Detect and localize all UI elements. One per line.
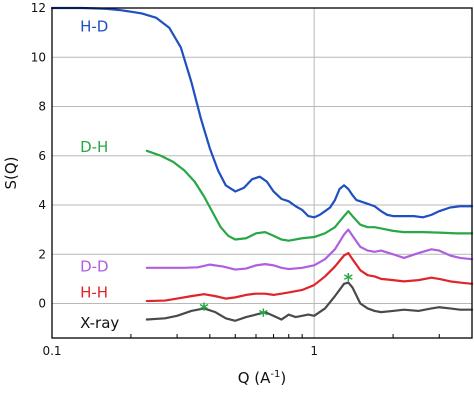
- annotation-star: *: [344, 270, 354, 291]
- series-line-x-ray: [145, 281, 474, 322]
- y-tick-label: 6: [38, 149, 46, 163]
- series-label: D-H: [80, 138, 108, 156]
- series-label: H-D: [80, 17, 108, 35]
- x-axis-label-unit: A: [260, 369, 271, 387]
- x-axis-label-exponent: -1: [270, 369, 280, 380]
- x-tick-label: 0.1: [42, 344, 61, 358]
- y-tick-label: 8: [38, 100, 46, 114]
- annotations: * * *: [199, 270, 353, 327]
- y-tick-label: 4: [38, 198, 46, 212]
- y-tick-label: 2: [38, 247, 46, 261]
- y-axis-label: S(Q): [2, 156, 20, 189]
- y-tick-label: 12: [31, 1, 46, 15]
- annotation-star: *: [199, 299, 209, 320]
- y-tick-label: 0: [38, 297, 46, 311]
- series-line-d-d: [145, 228, 474, 271]
- x-tick-label: 1: [310, 344, 318, 358]
- y-tick-label: 10: [31, 50, 46, 64]
- series-group: [50, 6, 474, 322]
- series-label: X-ray: [80, 314, 119, 332]
- x-axis-label: Q (A-1): [238, 369, 287, 387]
- grid: [51, 7, 472, 338]
- series-labels: H-D D-H D-D H-H X-ray: [80, 17, 119, 332]
- series-label: H-H: [80, 283, 108, 301]
- series-line-d-h: [145, 149, 474, 242]
- series-line-h-h: [145, 251, 474, 303]
- series-line-h-d: [50, 6, 474, 219]
- series-label: D-D: [80, 258, 109, 276]
- plot-frame: [51, 7, 473, 339]
- x-axis-label-close: ): [280, 369, 286, 387]
- x-axis-label-main: Q (: [238, 369, 260, 387]
- annotation-star: *: [259, 306, 269, 327]
